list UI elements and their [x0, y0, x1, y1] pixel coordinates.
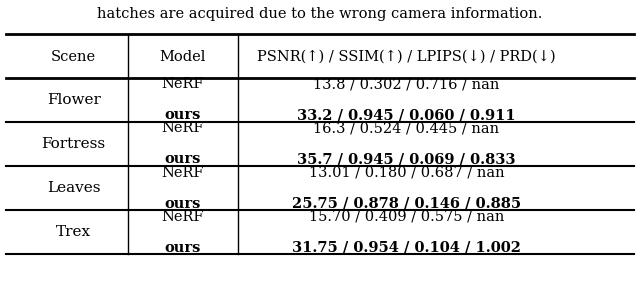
Text: ours: ours — [164, 241, 200, 255]
Text: NeRF: NeRF — [161, 77, 204, 91]
Text: ours: ours — [164, 153, 200, 167]
Text: 25.75 / 0.878 / 0.146 / 0.885: 25.75 / 0.878 / 0.146 / 0.885 — [292, 197, 521, 211]
Text: 13.8 / 0.302 / 0.716 / nan: 13.8 / 0.302 / 0.716 / nan — [313, 77, 500, 91]
Text: Fortress: Fortress — [42, 137, 106, 151]
Text: Flower: Flower — [47, 93, 100, 107]
Text: Model: Model — [159, 50, 205, 63]
Text: 33.2 / 0.945 / 0.060 / 0.911: 33.2 / 0.945 / 0.060 / 0.911 — [297, 108, 516, 122]
Text: NeRF: NeRF — [161, 210, 204, 224]
Text: Trex: Trex — [56, 225, 91, 239]
Text: NeRF: NeRF — [161, 166, 204, 180]
Text: ours: ours — [164, 108, 200, 122]
Text: hatches are acquired due to the wrong camera information.: hatches are acquired due to the wrong ca… — [97, 7, 543, 21]
Text: 13.01 / 0.180 / 0.687 / nan: 13.01 / 0.180 / 0.687 / nan — [308, 166, 504, 180]
Text: ours: ours — [164, 197, 200, 211]
Text: 16.3 / 0.524 / 0.445 / nan: 16.3 / 0.524 / 0.445 / nan — [314, 122, 499, 136]
Text: 35.7 / 0.945 / 0.069 / 0.833: 35.7 / 0.945 / 0.069 / 0.833 — [297, 153, 516, 167]
Text: NeRF: NeRF — [161, 122, 204, 136]
Text: Scene: Scene — [51, 50, 96, 63]
Text: 15.70 / 0.409 / 0.575 / nan: 15.70 / 0.409 / 0.575 / nan — [308, 210, 504, 224]
Text: Leaves: Leaves — [47, 181, 100, 195]
Text: 31.75 / 0.954 / 0.104 / 1.002: 31.75 / 0.954 / 0.104 / 1.002 — [292, 241, 521, 255]
Text: PSNR(↑) / SSIM(↑) / LPIPS(↓) / PRD(↓): PSNR(↑) / SSIM(↑) / LPIPS(↓) / PRD(↓) — [257, 50, 556, 63]
